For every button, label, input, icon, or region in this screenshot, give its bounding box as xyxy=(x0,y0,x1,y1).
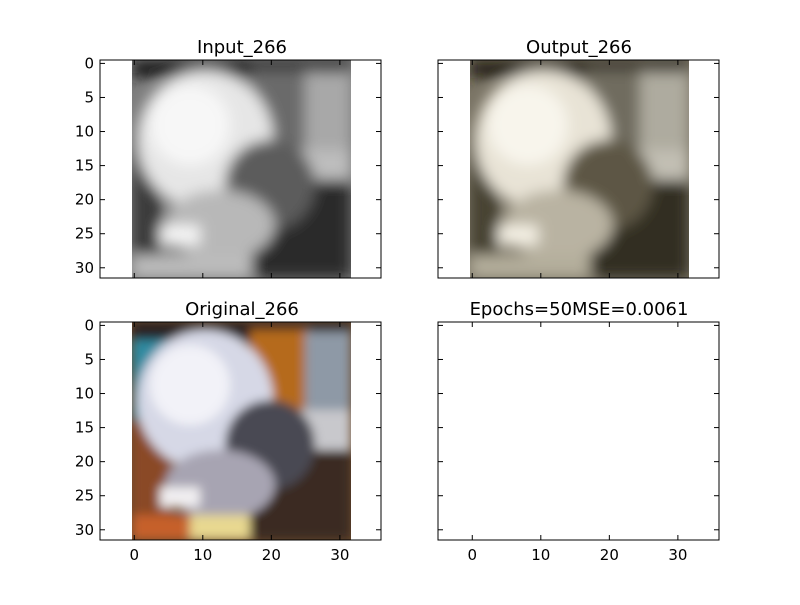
x-tick-label: 20 xyxy=(262,546,281,564)
axes-input: Input_266 0 5 10 15 20 25 30 xyxy=(75,37,382,279)
image-input xyxy=(132,60,351,278)
y-tick-label: 15 xyxy=(75,157,94,175)
axes-frame-epochs xyxy=(437,321,720,541)
y-tick-label: 25 xyxy=(75,225,94,243)
y-tick-label: 10 xyxy=(75,385,94,403)
axes-frame-output xyxy=(437,59,720,279)
x-tick-label: 0 xyxy=(129,546,139,564)
axes-frame-original xyxy=(99,321,382,541)
x-tick-label: 0 xyxy=(467,546,477,564)
x-tick-label: 10 xyxy=(193,546,212,564)
y-tick-label: 0 xyxy=(84,316,94,334)
axes-epochs: Epochs=50MSE=0.0061 0 10 20 30 xyxy=(437,299,720,564)
y-tick-label: 20 xyxy=(75,191,94,209)
title-epochs: Epochs=50MSE=0.0061 xyxy=(470,299,689,320)
y-tick-label: 15 xyxy=(75,419,94,437)
title-input: Input_266 xyxy=(197,37,287,58)
image-output xyxy=(470,60,689,278)
title-original: Original_266 xyxy=(185,299,299,320)
y-tick-label: 10 xyxy=(75,123,94,141)
y-tick-label: 30 xyxy=(75,259,94,277)
axes-original: Original_266 0 10 20 30 0 5 10 15 20 25 30 xyxy=(75,299,382,564)
axes-output: Output_266 xyxy=(437,37,720,279)
y-tick-label: 20 xyxy=(75,453,94,471)
y-tick-label: 5 xyxy=(84,350,94,368)
y-tick-label: 25 xyxy=(75,487,94,505)
x-tick-label: 10 xyxy=(531,546,550,564)
image-original xyxy=(132,322,351,540)
y-tick-label: 30 xyxy=(75,521,94,539)
y-tick-label: 5 xyxy=(84,88,94,106)
title-output: Output_266 xyxy=(526,37,632,58)
axes-frame-input xyxy=(99,59,382,279)
x-tick-label: 30 xyxy=(668,546,687,564)
y-tick-label: 0 xyxy=(84,54,94,72)
x-tick-label: 30 xyxy=(330,546,349,564)
x-tick-label: 20 xyxy=(600,546,619,564)
